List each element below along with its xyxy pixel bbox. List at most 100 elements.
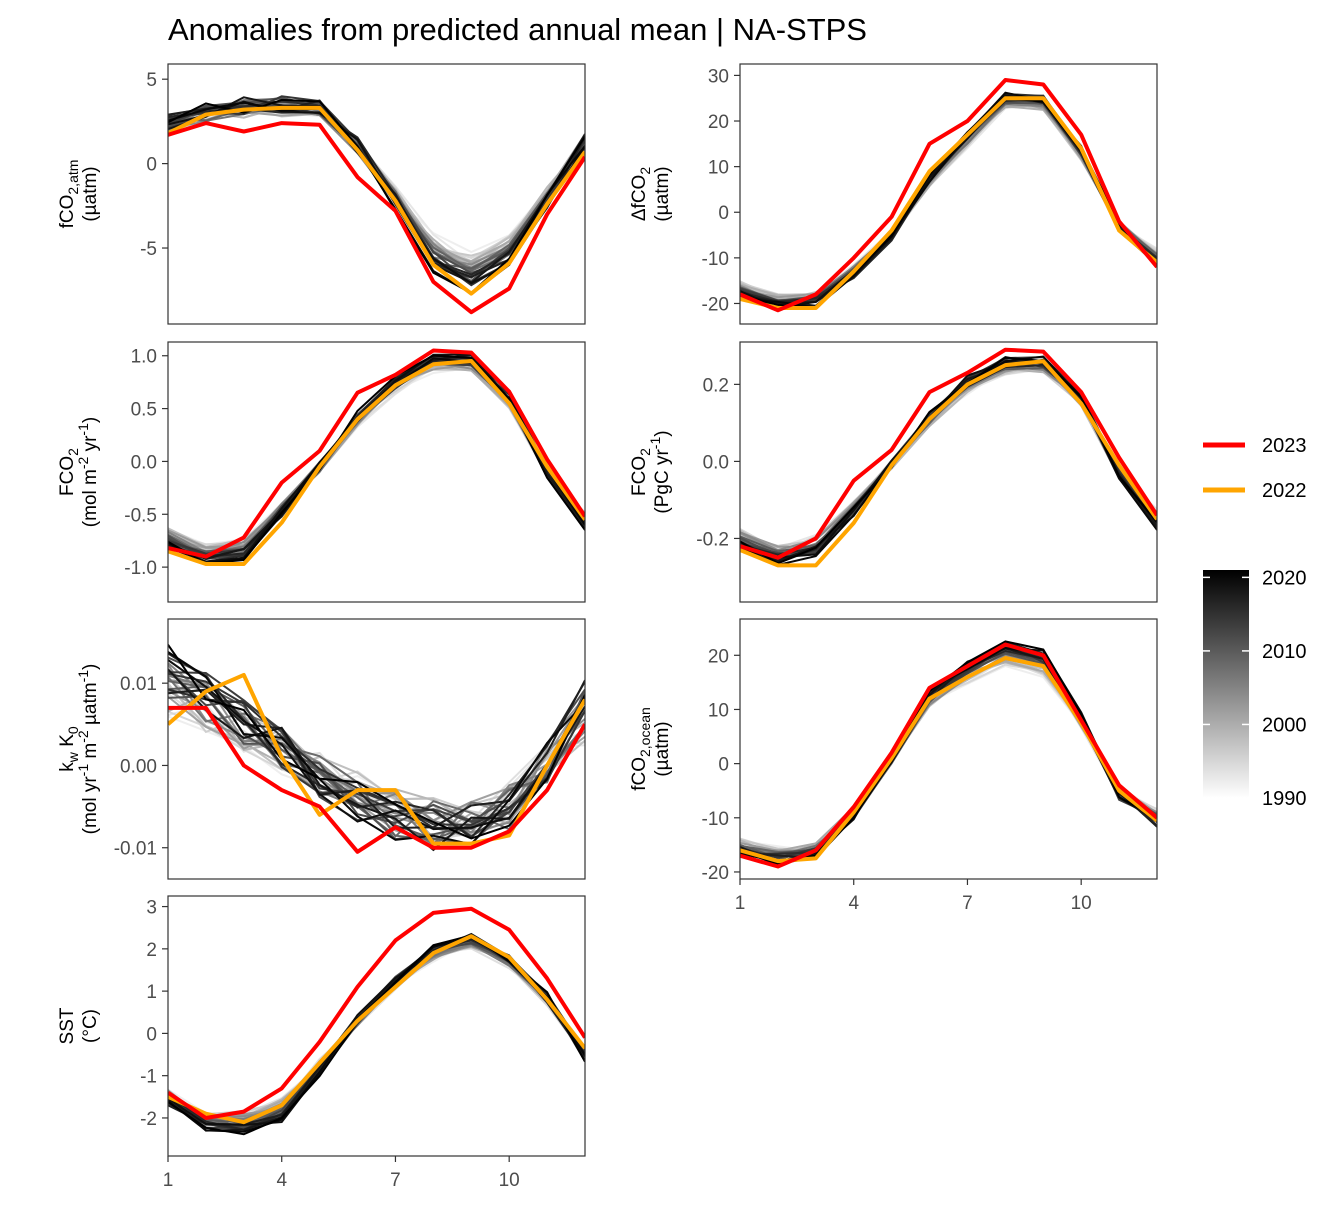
- panel-fco2mol: 1.0 0.5 0.0 -0.5 -1.0 FCO2​(mol m-2​ yr-1​): [57, 341, 586, 603]
- colorbar-tick-label: 1990: [1262, 788, 1307, 810]
- series-line-2013: [740, 97, 1157, 303]
- series-line-2012: [740, 359, 1157, 555]
- y-tick-label: 0: [146, 155, 157, 176]
- y-axis-label-text: (mol m: [80, 469, 101, 527]
- y-axis-label-text: yr: [80, 435, 101, 457]
- y-axis-label-subscript: 2,ocean: [637, 707, 653, 757]
- y-axis-label-text: ): [652, 430, 673, 436]
- y-axis-label: fCO2,ocean​(µatm): [629, 707, 673, 791]
- y-tick-label: 0: [718, 755, 729, 776]
- y-axis-label-line: kw​ K0​: [57, 726, 81, 772]
- y-tick-label: 10: [708, 158, 729, 179]
- series-line-2021: [740, 356, 1157, 565]
- y-tick-label: 10: [708, 700, 729, 721]
- series-line-2001: [740, 362, 1157, 548]
- series-line-2007: [740, 360, 1157, 555]
- y-axis-label-text: ΔfCO: [629, 175, 650, 221]
- y-axis-label-line: (mol yr-1​ m-2​ µatm-1​): [75, 664, 101, 835]
- colorbar-tick-label: 2000: [1262, 714, 1307, 736]
- series-line-1994: [168, 360, 585, 551]
- series-line-2023: [740, 642, 1157, 869]
- series-line-2014: [168, 355, 585, 555]
- series-line-2007: [168, 357, 585, 557]
- series-line-2015: [168, 354, 585, 563]
- x-tick-label: 4: [276, 1170, 287, 1191]
- series-line-2019: [740, 94, 1157, 310]
- series-line-2010: [168, 356, 585, 559]
- y-tick-label: -10: [702, 809, 729, 830]
- y-tick-label: 5: [146, 70, 157, 91]
- y-tick-label: -20: [702, 863, 729, 884]
- colorbar: [1203, 570, 1249, 798]
- series-line-2023: [740, 347, 1157, 560]
- y-axis-label-subscript: 2: [65, 448, 81, 456]
- y-tick-label: -0.5: [124, 505, 157, 526]
- y-axis-label: kw​ K0​(mol yr-1​ m-2​ µatm-1​): [57, 664, 101, 835]
- series-line-2015: [168, 937, 585, 1131]
- y-tick-label: -10: [702, 249, 729, 270]
- y-tick-label: 2: [146, 940, 157, 961]
- series-line-2011: [740, 98, 1157, 304]
- panel-kwk0: 0.01 0.00 -0.01 kw​ K0​(mol yr-1​ m-2​ µatm…: [57, 618, 586, 880]
- y-tick-label: -1: [140, 1067, 157, 1088]
- series-line-2016: [740, 364, 1157, 556]
- y-axis-label-superscript: -2: [75, 730, 91, 743]
- series-lines: [740, 347, 1157, 568]
- series-line-2022: [740, 96, 1157, 310]
- x-tick-label: 7: [962, 893, 973, 914]
- series-line-2018: [740, 358, 1157, 563]
- series-line-1990: [740, 664, 1157, 853]
- series-line-2008: [740, 96, 1157, 302]
- series-line-1995: [740, 363, 1157, 547]
- series-line-2020: [740, 646, 1157, 863]
- series-line-1994: [740, 362, 1157, 555]
- series-line-2000: [740, 97, 1157, 304]
- y-axis-label-subscript: 0: [65, 726, 81, 734]
- series-line-2016: [168, 360, 585, 558]
- x-tick-label: 10: [1071, 893, 1092, 914]
- y-axis-label-text: K: [57, 734, 78, 752]
- series-line-2000: [168, 362, 585, 550]
- series-line-1993: [168, 361, 585, 546]
- series-lines: [168, 906, 585, 1136]
- series-line-2010: [168, 96, 585, 283]
- y-axis-label-text: k: [57, 762, 78, 772]
- series-line-2020: [740, 91, 1157, 309]
- y-tick-label: 0.5: [131, 400, 157, 421]
- series-line-1993: [740, 366, 1157, 551]
- series-line-2016: [168, 652, 585, 839]
- y-tick-label: 0: [146, 1024, 157, 1045]
- series-line-2021: [168, 644, 585, 840]
- series-line-2004: [168, 361, 585, 554]
- series-line-1990: [740, 364, 1157, 552]
- legend: 2023 2022 2020 2010 2000 1990: [1203, 435, 1307, 810]
- series-lines: [168, 644, 585, 854]
- legend-label-2022: 2022: [1262, 480, 1307, 502]
- series-line-2016: [740, 97, 1157, 303]
- series-line-2004: [740, 365, 1157, 557]
- series-line-2014: [168, 95, 585, 279]
- y-tick-label: -20: [702, 294, 729, 315]
- y-axis-label-text: fCO: [629, 757, 650, 791]
- y-axis-label-text: SST: [57, 1007, 78, 1044]
- series-line-2018: [168, 96, 585, 284]
- series-line-2014: [168, 938, 585, 1131]
- series-line-1999: [168, 940, 585, 1122]
- series-line-2002: [740, 359, 1157, 554]
- panel-frame: [739, 618, 1158, 880]
- panel-fco2ocean: 20 10 0 -10 -20 1 4 7 10 fCO2,ocean​(µatm): [629, 618, 1158, 914]
- y-axis-label-text: (µatm): [652, 721, 673, 776]
- series-line-2014: [740, 356, 1157, 564]
- y-axis-label-text: µatm: [80, 682, 101, 730]
- series-line-2005: [740, 362, 1157, 559]
- series-line-1997: [740, 363, 1157, 548]
- series-line-2017: [740, 93, 1157, 307]
- series-line-2007: [168, 938, 585, 1129]
- series-line-2022: [168, 359, 585, 566]
- y-tick-label: 20: [708, 112, 729, 133]
- panel-frame: [167, 895, 586, 1157]
- series-line-1995: [168, 939, 585, 1120]
- y-axis-label-line: SST: [57, 1007, 78, 1044]
- series-line-2017: [168, 679, 585, 830]
